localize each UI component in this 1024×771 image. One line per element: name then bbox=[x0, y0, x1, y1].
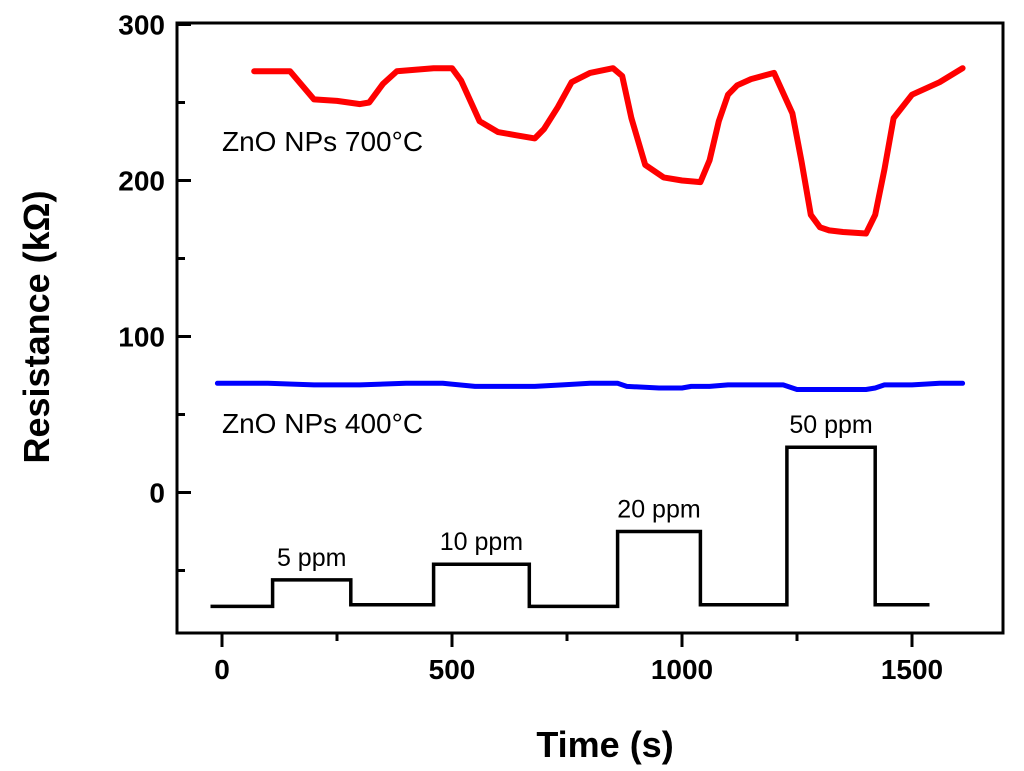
annotation-10ppm: 10 ppm bbox=[440, 528, 523, 556]
x-tick-label: 1000 bbox=[651, 654, 713, 685]
y-tick-label: 100 bbox=[118, 322, 165, 353]
x-tick-label: 500 bbox=[429, 654, 476, 685]
annotation-layer: 5 ppm 10 ppm 20 ppm 50 ppm ZnO NPs 700°C ZnO … bbox=[222, 126, 873, 572]
annotation-50ppm: 50 ppm bbox=[789, 411, 872, 439]
x-axis-title: Time (s) bbox=[536, 724, 673, 765]
y-tick-label: 300 bbox=[118, 10, 165, 41]
y-axis-ticks: 0 100 200 300 bbox=[118, 10, 191, 572]
annotation-5ppm: 5 ppm bbox=[277, 544, 346, 572]
plot-frame bbox=[175, 21, 1005, 635]
series-zno-700c-line bbox=[251, 65, 966, 237]
series-layer bbox=[210, 65, 966, 609]
x-tick-label: 1500 bbox=[881, 654, 943, 685]
series-zno-400c-line bbox=[214, 380, 966, 392]
series-gas-pulse-line bbox=[210, 445, 930, 609]
y-axis-title: Resistance (kΩ) bbox=[16, 191, 57, 464]
y-tick-label: 200 bbox=[118, 166, 165, 197]
x-tick-label: 0 bbox=[214, 654, 230, 685]
x-axis-ticks: 0 500 1000 1500 bbox=[214, 633, 943, 685]
annotation-20ppm: 20 ppm bbox=[617, 495, 700, 523]
y-tick-label: 0 bbox=[149, 478, 165, 509]
series-label-s700: ZnO NPs 700°C bbox=[222, 126, 423, 157]
series-label-s400: ZnO NPs 400°C bbox=[222, 408, 423, 439]
